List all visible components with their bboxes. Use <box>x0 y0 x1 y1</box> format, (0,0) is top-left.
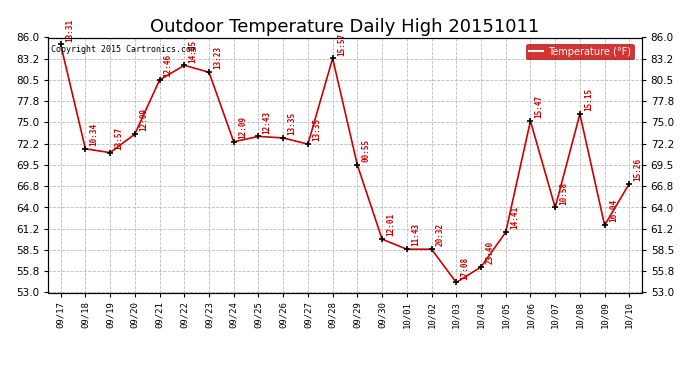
Text: 12:01: 12:01 <box>386 213 395 236</box>
Text: 15:26: 15:26 <box>633 158 642 181</box>
Text: Copyright 2015 Cartronics.com: Copyright 2015 Cartronics.com <box>51 45 196 54</box>
Text: 13:57: 13:57 <box>115 127 124 150</box>
Text: 12:09: 12:09 <box>238 116 247 139</box>
Text: 13:35: 13:35 <box>287 112 296 135</box>
Text: 16:04: 16:04 <box>609 200 618 222</box>
Text: 23:40: 23:40 <box>485 241 494 264</box>
Text: 00:55: 00:55 <box>362 139 371 162</box>
Text: 12:09: 12:09 <box>139 108 148 131</box>
Text: 17:08: 17:08 <box>460 256 469 280</box>
Text: 15:57: 15:57 <box>337 33 346 56</box>
Title: Outdoor Temperature Daily High 20151011: Outdoor Temperature Daily High 20151011 <box>150 18 540 36</box>
Text: 10:58: 10:58 <box>560 182 569 205</box>
Text: 11:43: 11:43 <box>411 224 420 246</box>
Text: 12:46: 12:46 <box>164 54 172 77</box>
Text: 15:15: 15:15 <box>584 88 593 111</box>
Legend: Temperature (°F): Temperature (°F) <box>526 44 634 60</box>
Text: 15:47: 15:47 <box>535 95 544 118</box>
Text: 10:34: 10:34 <box>90 123 99 146</box>
Text: 20:32: 20:32 <box>435 224 444 246</box>
Text: 13:31: 13:31 <box>65 18 74 42</box>
Text: 13:23: 13:23 <box>213 46 222 69</box>
Text: 13:35: 13:35 <box>312 118 321 141</box>
Text: 14:05: 14:05 <box>188 39 197 63</box>
Text: 14:41: 14:41 <box>510 206 519 230</box>
Text: 12:43: 12:43 <box>263 111 272 134</box>
